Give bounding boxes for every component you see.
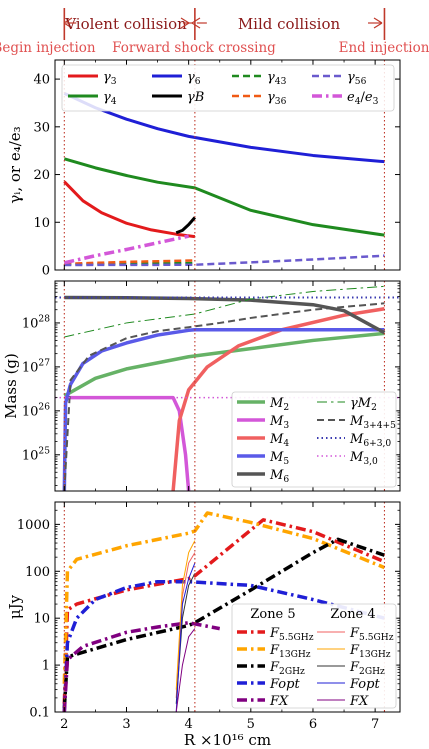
event-marker-bars: [63, 8, 386, 40]
y-tick-label: 0.1: [29, 706, 50, 721]
x-tick-label: 3: [122, 717, 130, 732]
legend: Zone 5 Zone 4F5.5GHzF13GHzF2GHzFoptFXF5.5…: [231, 603, 397, 709]
y-tick-label: 0: [42, 264, 50, 279]
plot-frame: [54, 280, 401, 492]
arrow-mild-left-tip-2: [191, 22, 201, 29]
series-m4-line: [171, 307, 385, 491]
arrow-mild-right-tip-2: [373, 22, 383, 29]
legend-box: [231, 391, 397, 488]
y-tick-label: 20: [33, 168, 50, 183]
legend-entry-m6-3-0: M6+3,0: [349, 432, 391, 449]
y-tick-label: 100: [25, 565, 50, 580]
legend-entry-f5-5ghz-zone-4: F5.5GHz: [349, 626, 394, 643]
begin-injection-label: Begin injection: [0, 40, 96, 56]
legend-entry-m2: γM2: [350, 396, 377, 413]
legend-entry-6: γ6: [187, 70, 201, 87]
series-group: [55, 285, 400, 491]
x-tick-label: 7: [371, 717, 379, 732]
series-m3-4-5-line: [63, 302, 385, 491]
series-3-line: [63, 180, 196, 239]
series-m6-line: [64, 295, 386, 335]
y-tick-label: 30: [33, 120, 50, 135]
end-injection-label: End injection: [339, 40, 429, 56]
y-axis-label: μJy: [6, 594, 24, 619]
series-b-line: [175, 216, 196, 235]
legend-entry-m3: M3: [269, 414, 289, 431]
arrow-violent-right-tip: [180, 17, 190, 24]
series-fopt-zone-5-line: [62, 579, 385, 712]
mild-collision-label: Mild collision: [238, 15, 341, 33]
series-m5-line: [62, 328, 385, 491]
legend-entry-m2: M2: [269, 396, 289, 413]
legend-entry-fopt-zone-4: Fopt: [349, 677, 380, 692]
legend-entry-e4-e3: e4/e3: [347, 90, 379, 107]
legend-entry-m3-0: M3,0: [349, 450, 378, 467]
legend-entry-m6: M6: [269, 468, 289, 485]
y-tick-label: 10: [33, 612, 50, 627]
legend-entry-m3-4-5: M3+4+5: [349, 414, 396, 431]
x-tick-label: 5: [247, 717, 255, 732]
y-tick-label: 1025: [22, 446, 50, 463]
y-tick-label: 1026: [22, 402, 50, 419]
legend-entry-43: γ43: [267, 70, 287, 87]
series-group: [62, 511, 386, 712]
x-tick-label: 4: [185, 717, 193, 732]
legend: γ3 γ4 γ6 γB γ43 γ36 γ56 e4/e3: [61, 64, 395, 112]
legend-entry-fopt-zone-5: Fopt: [269, 677, 300, 692]
y-tick-label: 40: [33, 73, 50, 88]
legend-entry-f5-5ghz-zone-5: F5.5GHz: [269, 626, 314, 643]
legend-entry-3: γ3: [103, 70, 117, 87]
event-header: Violent collision Mild collision Begin i…: [0, 15, 429, 56]
chart-panels: 0 10 20 30 40 γᵢ, or e₄/e₃ γ3 γ4 γ6 γB γ43 γ36 γ56 e4…: [2, 59, 401, 749]
series-fx-zone-5-line: [62, 620, 221, 712]
y-axis-label: γᵢ, or e₄/e₃: [6, 126, 24, 203]
panel-flux: 0.1 1 10 100 1000 2 3 4 5 6 7 μJy R ×10¹⁶ cm Zone 5 Zo…: [6, 501, 401, 749]
series-e4-e3-line: [63, 234, 190, 265]
legend-box: [231, 603, 397, 709]
arrow-violent-right-tip-2: [180, 22, 190, 29]
arrow-violent-left-tip: [63, 17, 73, 24]
arrow-mild-left-tip: [191, 17, 201, 24]
y-tick-label: 1027: [22, 358, 50, 375]
legend-entry-fx-zone-5: FX: [269, 694, 289, 709]
violent-collision-label: Violent collision: [64, 15, 187, 33]
series-f5-5ghz-zone-4-line: [175, 552, 196, 698]
legend-entry-56: γ56: [347, 70, 367, 87]
plot-frame: [54, 501, 401, 713]
legend-entry-4: γ4: [103, 90, 117, 107]
plot-frame: [54, 59, 401, 271]
series-fx-zone-4-line: [175, 628, 196, 712]
legend-entry-f2ghz-zone-4: F2GHz: [349, 660, 385, 677]
legend-header-zone-5: Zone 5: [250, 607, 295, 622]
legend-header-zone-4: Zone 4: [330, 607, 375, 622]
legend-box: [61, 64, 395, 112]
y-tick-label: 1: [42, 659, 50, 674]
legend-entry-b: γB: [187, 90, 204, 105]
y-tick-label: 1028: [22, 314, 50, 331]
x-axis-label: R ×10¹⁶ cm: [184, 731, 271, 749]
x-tick-label: 6: [309, 717, 317, 732]
legend-entry-fx-zone-4: FX: [349, 694, 369, 709]
arrow-violent-left-tip-2: [63, 22, 73, 29]
series-fopt-zone-4-line: [175, 562, 196, 712]
y-tick-label: 10: [33, 216, 50, 231]
legend-entry-f2ghz-zone-5: F2GHz: [269, 660, 305, 677]
legend-entry-f13ghz-zone-4: F13GHz: [349, 643, 391, 660]
arrow-mild-right-tip: [373, 17, 383, 24]
y-tick-label: 1000: [17, 518, 50, 533]
y-axis-label: Mass (g): [2, 353, 20, 419]
legend-entry-m5: M5: [269, 450, 289, 467]
legend-entry-m4: M4: [269, 432, 289, 449]
legend-entry-f13ghz-zone-5: F13GHz: [269, 643, 311, 660]
legend-entry-36: γ36: [267, 90, 287, 107]
forward-shock-crossing-label: Forward shock crossing: [112, 40, 276, 56]
x-tick-label: 2: [60, 717, 68, 732]
series-4-line: [63, 157, 385, 237]
series-f13ghz-zone-4-line: [175, 540, 196, 690]
panel-lorentz-factors: 0 10 20 30 40 γᵢ, or e₄/e₃ γ3 γ4 γ6 γB γ43 γ36 γ56 e4…: [6, 59, 401, 279]
series-m2-line: [63, 331, 385, 398]
